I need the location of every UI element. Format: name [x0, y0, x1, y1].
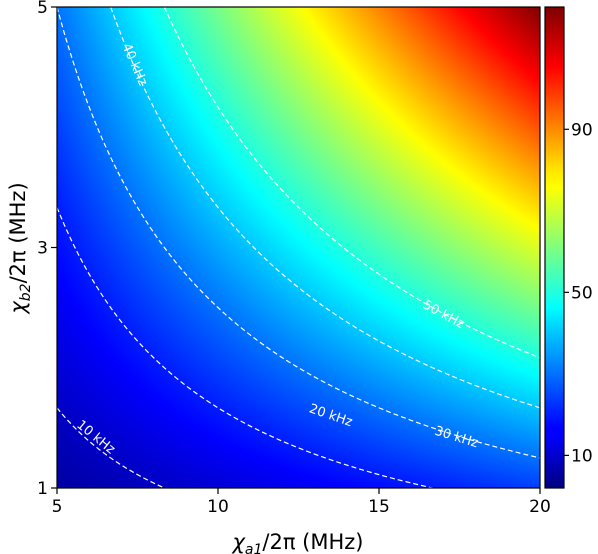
- colorbar-gradient: [545, 7, 564, 488]
- y-tick-label: 5: [37, 0, 48, 18]
- x-tick-label: 10: [207, 497, 229, 517]
- x-tick-label: 20: [529, 497, 551, 517]
- colorbar-tick-label: 10: [571, 446, 593, 466]
- contour-line-20: [57, 207, 436, 488]
- x-tick-label: 5: [52, 497, 63, 517]
- heatmap-image: [57, 7, 540, 488]
- contour-line-50: [163, 7, 540, 359]
- y-tick-label: 3: [37, 239, 48, 259]
- x-axis: 5 10 15 20: [52, 488, 551, 517]
- x-tick-label: 15: [368, 497, 390, 517]
- colorbar: 10 50 90: [544, 6, 593, 489]
- contour-line-10: [57, 407, 166, 488]
- contour-layer: [57, 7, 540, 488]
- colorbar-frame: [544, 6, 565, 489]
- y-axis-label: χb2/2π (MHz): [6, 182, 34, 314]
- colorbar-ticks: 10 50 90: [564, 120, 593, 466]
- y-tick-label: 1: [37, 479, 48, 499]
- colorbar-tick-label: 50: [571, 283, 593, 303]
- contour-line-30: [57, 7, 540, 459]
- y-axis: 1 3 5: [37, 0, 57, 499]
- colorbar-tick-label: 90: [571, 120, 593, 140]
- x-axis-label: χa1/2π (MHz): [231, 530, 363, 554]
